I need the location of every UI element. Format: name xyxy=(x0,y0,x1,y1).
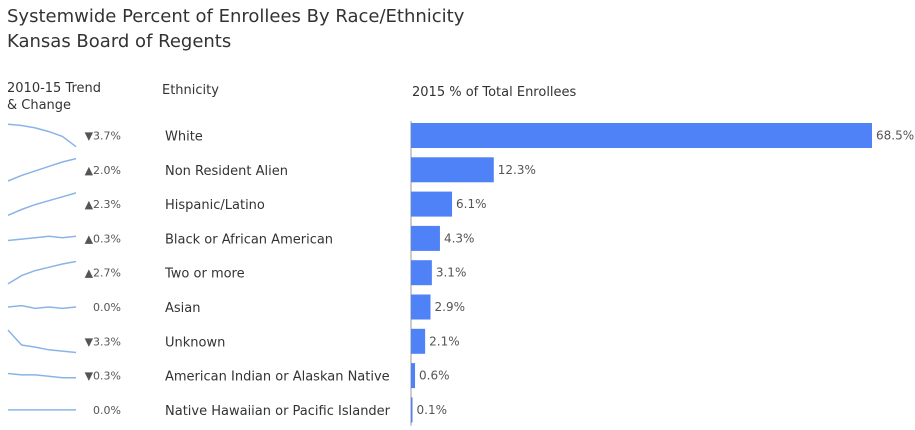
percent-column-header: 2015 % of Total Enrollees xyxy=(412,85,577,100)
category-label-9: Native Hawaiian or Pacific Islander xyxy=(165,404,391,419)
bar-3 xyxy=(411,191,453,217)
bar-5 xyxy=(411,260,432,286)
change-label-2: ▲2.0% xyxy=(85,164,121,177)
trend-sparkline-5 xyxy=(7,260,77,285)
category-label-2: Non Resident Alien xyxy=(165,164,288,179)
bar-6 xyxy=(411,294,431,320)
trend-column-header: 2010-15 Trend & Change xyxy=(7,80,101,114)
bar-9 xyxy=(411,397,413,423)
bar-4 xyxy=(411,225,440,251)
trend-header-line-2: & Change xyxy=(7,98,72,113)
category-label-3: Hispanic/Latino xyxy=(165,198,265,213)
change-label-4: ▲0.3% xyxy=(85,232,121,245)
bar-8 xyxy=(411,363,416,389)
value-label-3: 6.1% xyxy=(456,197,487,211)
value-label-5: 3.1% xyxy=(436,266,467,280)
trend-header-line-1: 2010-15 Trend xyxy=(7,81,102,96)
value-label-7: 2.1% xyxy=(429,334,460,348)
trend-sparkline-7 xyxy=(7,329,77,354)
value-label-8: 0.6% xyxy=(419,369,450,383)
category-label-7: Unknown xyxy=(165,335,225,350)
value-label-1: 68.5% xyxy=(876,129,914,143)
change-label-8: ▼0.3% xyxy=(85,370,121,383)
change-label-5: ▲2.7% xyxy=(85,267,121,280)
trend-sparkline-1 xyxy=(7,123,77,148)
chart-subtitle: Kansas Board of Regents xyxy=(7,31,232,52)
change-label-9: 0.0% xyxy=(93,404,121,417)
category-label-6: Asian xyxy=(165,301,200,316)
category-label-8: American Indian or Alaskan Native xyxy=(165,370,390,385)
trend-sparkline-6 xyxy=(7,304,77,310)
category-label-4: Black or African American xyxy=(165,232,333,247)
change-label-1: ▼3.7% xyxy=(85,130,121,143)
chart-title: Systemwide Percent of Enrollees By Race/… xyxy=(7,6,465,27)
ethnicity-column-header: Ethnicity xyxy=(162,83,219,98)
change-label-7: ▼3.3% xyxy=(85,335,121,348)
change-label-3: ▲2.3% xyxy=(85,198,121,211)
value-label-9: 0.1% xyxy=(417,403,448,417)
title-block: Systemwide Percent of Enrollees By Race/… xyxy=(7,4,464,54)
value-label-6: 2.9% xyxy=(435,300,466,314)
bar-2 xyxy=(411,157,494,183)
bar-1 xyxy=(411,123,872,148)
trend-sparkline-4 xyxy=(7,235,77,242)
trend-sparkline-3 xyxy=(7,192,77,216)
value-label-2: 12.3% xyxy=(498,163,536,177)
trend-sparkline-8 xyxy=(7,372,76,379)
value-label-4: 4.3% xyxy=(444,231,475,245)
category-label-1: White xyxy=(165,130,203,145)
bar-7 xyxy=(411,328,426,354)
change-label-6: 0.0% xyxy=(93,301,121,314)
category-label-5: Two or more xyxy=(164,267,245,282)
trend-sparkline-2 xyxy=(7,157,77,182)
